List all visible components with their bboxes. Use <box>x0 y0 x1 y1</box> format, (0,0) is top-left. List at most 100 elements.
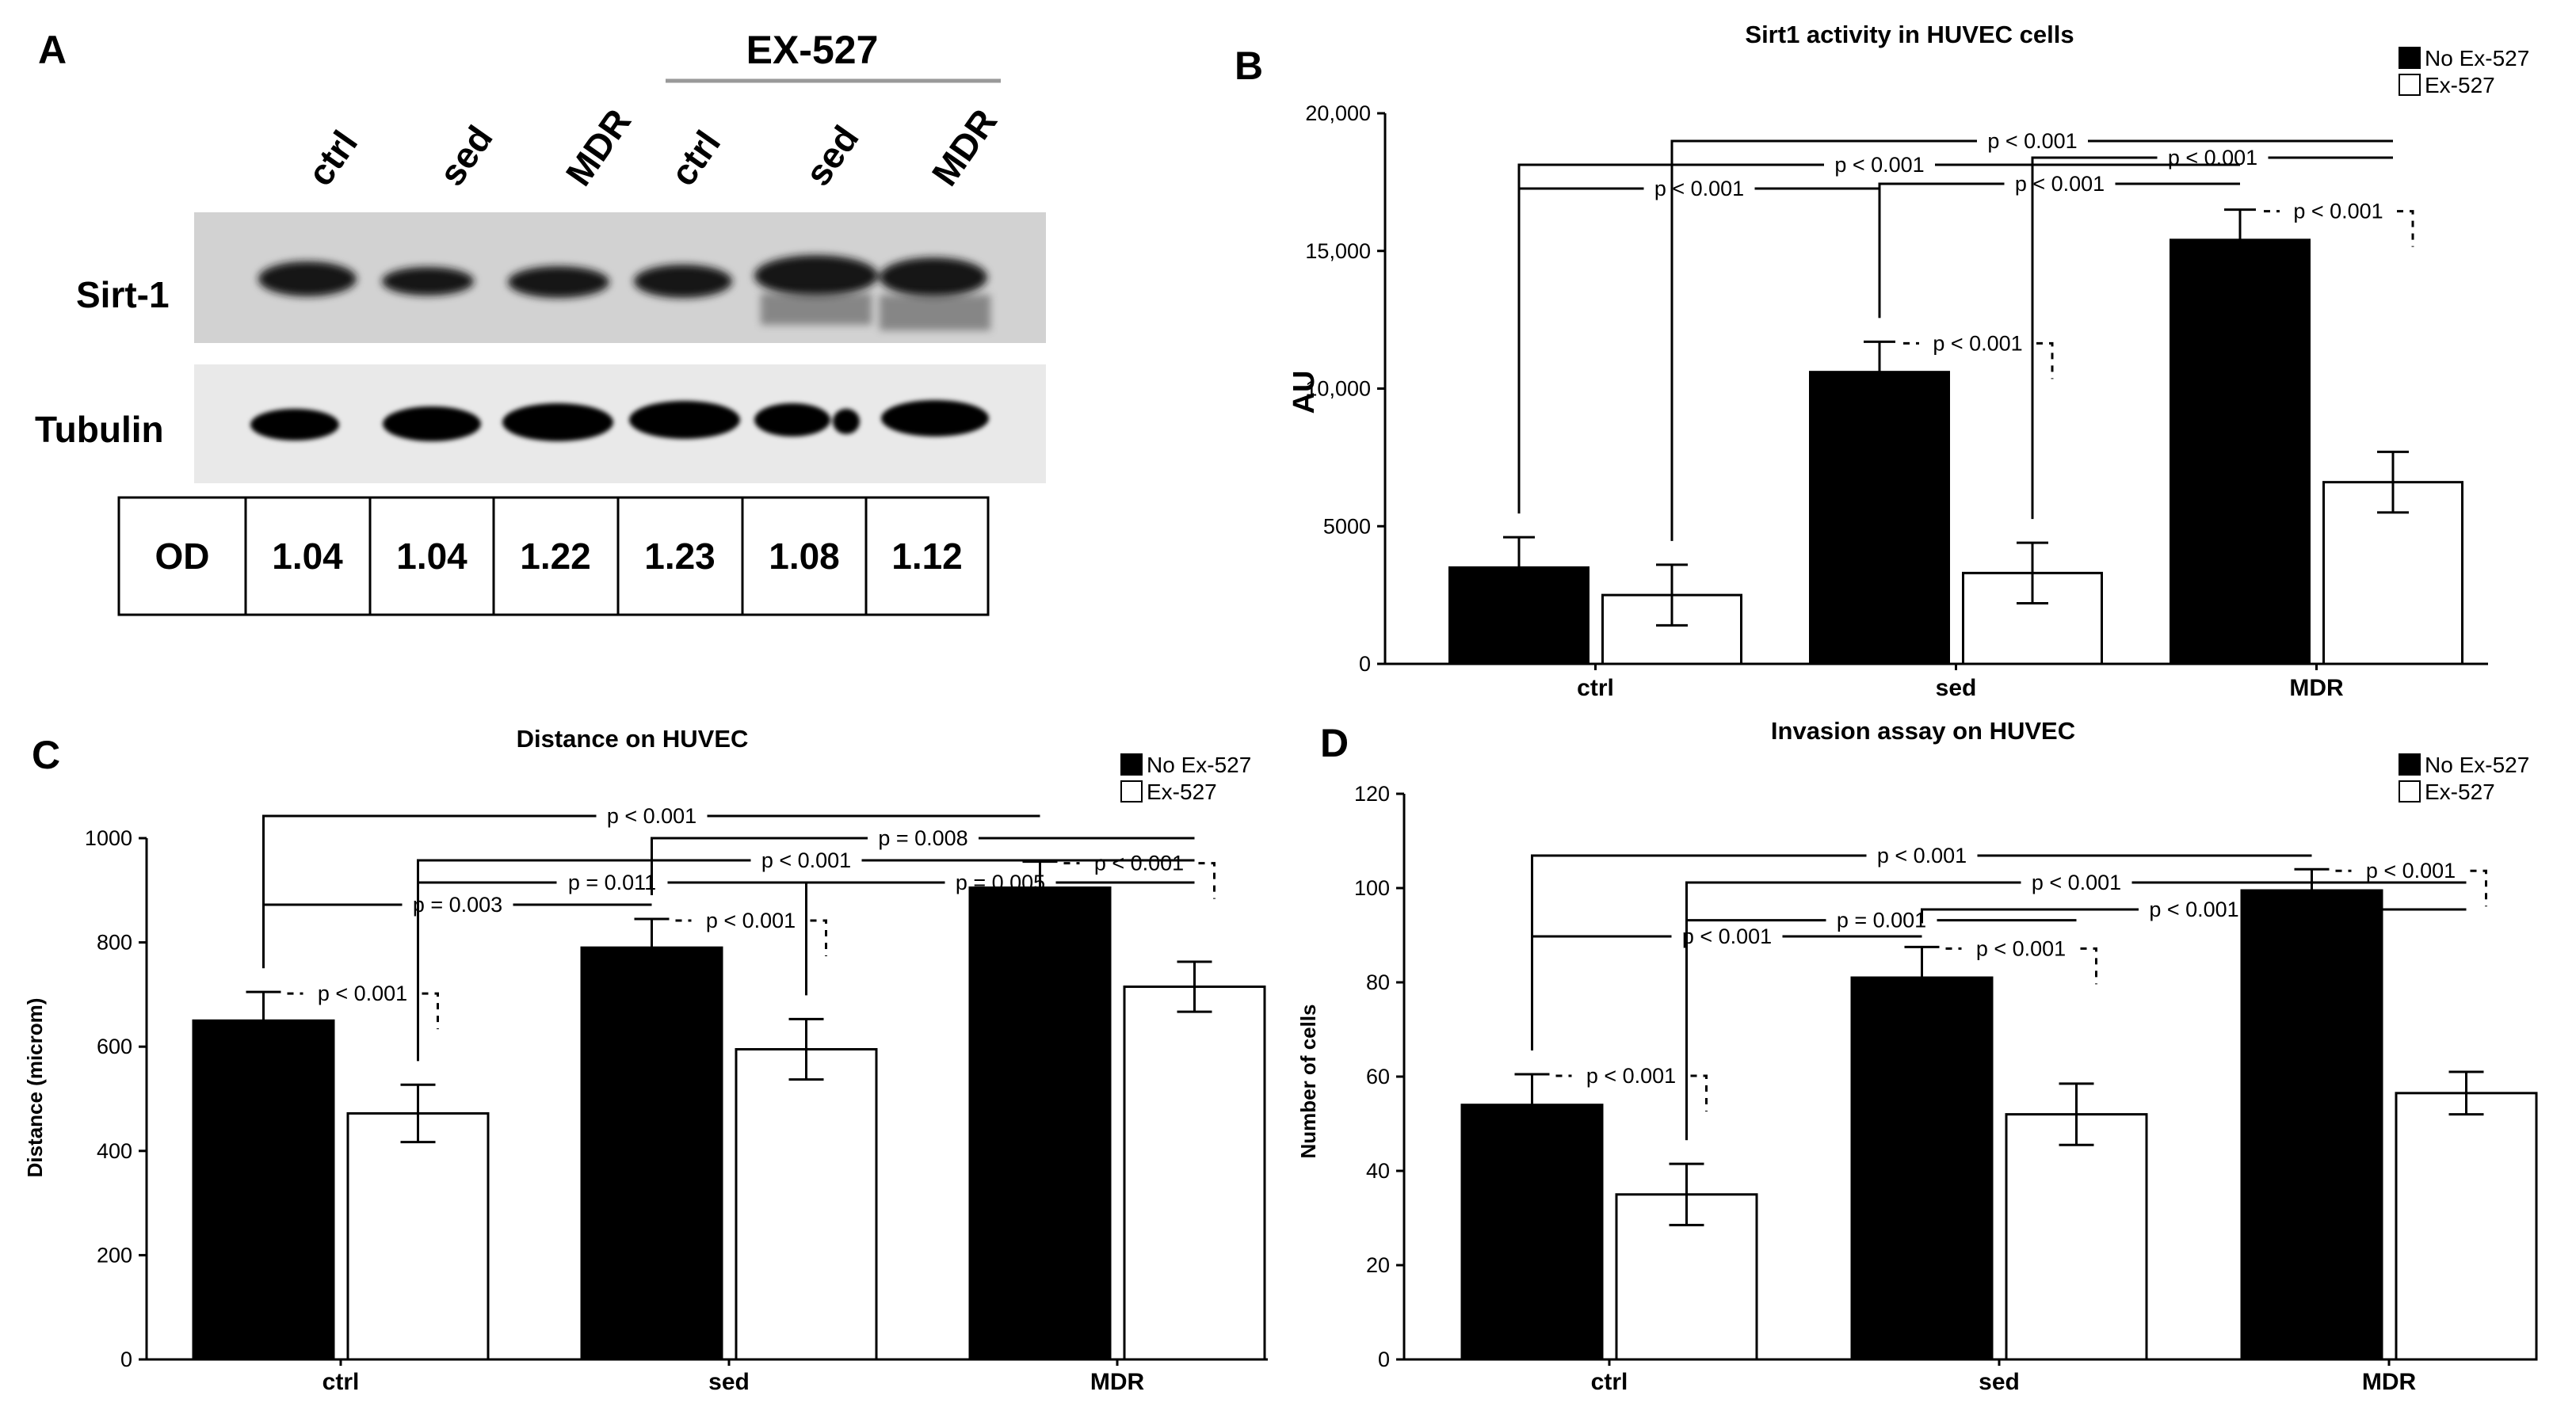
significance-bracket <box>1517 163 1824 514</box>
chart-title: Sirt1 activity in HUVEC cells <box>1745 21 2074 48</box>
significance-label: p = 0.011 <box>568 871 656 894</box>
significance-bracket <box>1878 182 2005 318</box>
significance-bracket <box>1198 862 1215 899</box>
significance-bracket <box>810 919 827 956</box>
panel-c-label: C <box>32 733 60 777</box>
legend-label: No Ex-527 <box>2425 753 2529 777</box>
significance-bracket <box>422 992 439 1030</box>
legend-label: Ex-527 <box>2425 780 2495 804</box>
lane-label-mdr: MDR <box>558 101 639 193</box>
significance-label: p < 0.001 <box>607 804 696 828</box>
category-label: MDR <box>2362 1369 2417 1395</box>
significance-label: p < 0.001 <box>2293 200 2383 223</box>
significance-label: p < 0.001 <box>1987 129 2077 153</box>
y-tick-label: 10,000 <box>1305 377 1371 401</box>
panel-b-chart: B Sirt1 activity in HUVEC cells AU 0 5000… <box>1235 21 2529 701</box>
bar-no-ex527 <box>192 1019 335 1361</box>
od-value: 1.23 <box>644 536 716 577</box>
y-tick-label: 0 <box>1359 652 1371 676</box>
lane-label-sed-ex527: sed <box>797 118 867 193</box>
od-value: 1.22 <box>520 536 591 577</box>
y-tick-label: 5000 <box>1323 514 1371 538</box>
significance-bracket <box>2031 156 2158 520</box>
bar-ex527 <box>735 1047 878 1361</box>
significance-label: p < 0.001 <box>1976 936 2066 960</box>
y-tick-label: 20,000 <box>1305 101 1371 125</box>
significance-bracket <box>1685 919 1826 1141</box>
category-label: ctrl <box>1591 1369 1628 1395</box>
category-label: sed <box>1979 1369 2020 1395</box>
bar-no-ex527 <box>1460 1104 1604 1361</box>
lane-label-ctrl-ex527: ctrl <box>662 123 729 193</box>
bar-no-ex527 <box>1809 371 1950 665</box>
significance-bracket <box>1690 1074 1708 1112</box>
significance-bracket <box>805 881 945 996</box>
significance-label: p < 0.001 <box>2366 859 2456 883</box>
y-tick-label: 100 <box>1354 876 1390 900</box>
y-tick-label: 1000 <box>85 826 132 850</box>
category-label: sed <box>708 1369 750 1395</box>
y-tick-label: 60 <box>1366 1065 1390 1088</box>
category-label: MDR <box>2289 675 2344 701</box>
bar-no-ex527 <box>1850 976 1994 1361</box>
od-value: 1.04 <box>272 536 343 577</box>
y-tick-label: 120 <box>1354 782 1390 806</box>
significance-label: p < 0.001 <box>1933 331 2022 355</box>
significance-label: p < 0.001 <box>1654 177 1744 200</box>
category-label: MDR <box>1090 1369 1145 1395</box>
panel-a-blot: A EX-527 ctrl sed MDR ctrl sed MDR Sirt-… <box>35 28 1046 616</box>
tubulin-bands <box>250 400 989 441</box>
y-tick-label: 20 <box>1366 1253 1390 1277</box>
significance-label: p < 0.001 <box>2168 146 2257 170</box>
significance-label: p < 0.001 <box>1834 153 1924 177</box>
chart-title: Distance on HUVEC <box>517 725 749 753</box>
significance-label: p < 0.001 <box>706 909 796 932</box>
bar-no-ex527 <box>2170 238 2311 665</box>
significance-label: p < 0.001 <box>1682 925 1772 948</box>
legend-label: No Ex-527 <box>1147 753 1251 777</box>
legend-swatch <box>2399 780 2421 803</box>
tubulin-label: Tubulin <box>35 409 164 450</box>
legend-label: Ex-527 <box>1147 780 1217 804</box>
y-tick-label: 800 <box>97 931 132 955</box>
significance-label: p = 0.008 <box>878 826 967 850</box>
panel-c-chart: C Distance on HUVEC Distance (microm) 0 2… <box>23 725 1268 1395</box>
bar-ex527 <box>2395 1092 2538 1361</box>
y-tick-label: 40 <box>1366 1159 1390 1183</box>
chart-title: Invasion assay on HUVEC <box>1771 717 2075 745</box>
significance-bracket <box>1517 187 1644 514</box>
category-label: ctrl <box>1577 675 1614 701</box>
bar-no-ex527 <box>968 886 1112 1361</box>
legend-label: No Ex-527 <box>2425 46 2529 71</box>
lane-label-mdr-ex527: MDR <box>924 101 1006 193</box>
significance-bracket <box>1921 908 2139 924</box>
significance-label: p < 0.001 <box>1877 844 1967 867</box>
significance-label: p < 0.001 <box>2015 172 2105 196</box>
y-tick-label: 200 <box>97 1243 132 1267</box>
y-axis-label: AU <box>1288 371 1321 414</box>
bar-no-ex527 <box>2240 889 2383 1361</box>
y-tick-label: 80 <box>1366 970 1390 994</box>
legend-swatch <box>2399 753 2421 776</box>
panel-d-chart: D Invasion assay on HUVEC Number of cell… <box>1296 717 2538 1395</box>
significance-bracket <box>2080 947 2097 985</box>
significance-label: p < 0.001 <box>2032 871 2121 894</box>
od-value: 1.04 <box>396 536 467 577</box>
y-tick-label: 0 <box>120 1348 132 1371</box>
y-tick-label: 0 <box>1378 1348 1390 1371</box>
significance-label: p < 0.001 <box>1586 1064 1676 1088</box>
ex527-header: EX-527 <box>746 28 879 72</box>
y-tick-label: 400 <box>97 1139 132 1163</box>
sirt1-label: Sirt-1 <box>76 274 170 315</box>
panel-a-label: A <box>38 28 67 72</box>
panel-d-label: D <box>1320 721 1349 765</box>
legend-label: Ex-527 <box>2425 73 2495 97</box>
sirt1-smear <box>761 293 990 330</box>
significance-label: p = 0.003 <box>413 893 502 917</box>
y-axis-label: Distance (microm) <box>23 998 47 1178</box>
y-axis-label: Number of cells <box>1296 1004 1320 1158</box>
significance-bracket <box>1670 139 1977 541</box>
od-label: OD <box>155 536 210 577</box>
legend-swatch <box>2399 47 2421 69</box>
lane-label-sed: sed <box>431 118 501 193</box>
